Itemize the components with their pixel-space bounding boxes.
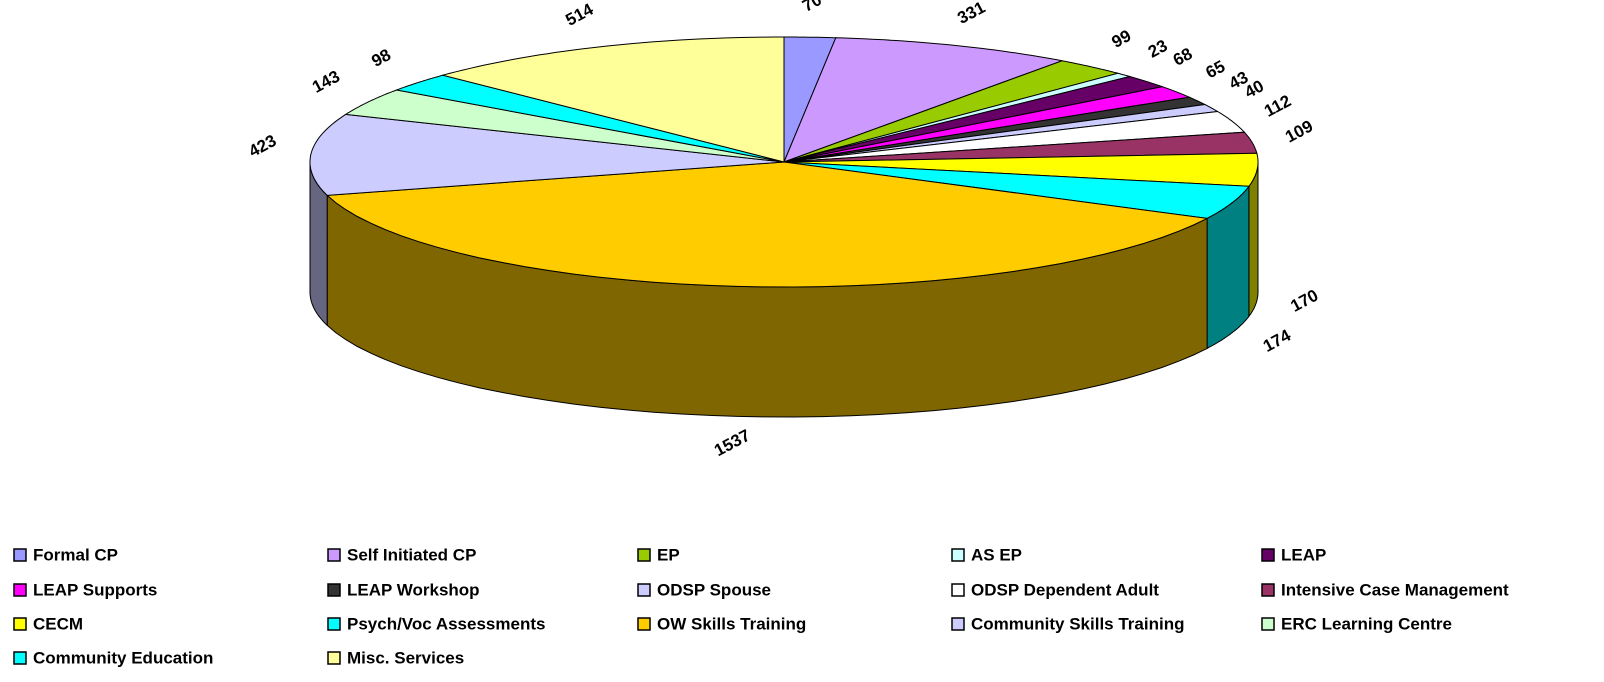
slice [783, 72, 1132, 163]
legend-swatch [13, 651, 27, 665]
legend-item: Self Initiated CP [327, 545, 476, 564]
slice [783, 96, 1207, 163]
data-label: 109 [1282, 116, 1316, 146]
legend-label: ODSP Spouse [657, 580, 771, 599]
slice [783, 131, 1258, 163]
slice [344, 89, 785, 163]
legend-label: AS EP [971, 545, 1022, 564]
slice [309, 113, 785, 196]
data-label: 331 [954, 0, 988, 28]
legend-label: EP [657, 545, 680, 564]
legend-swatch [327, 583, 341, 597]
data-label: 423 [246, 131, 280, 161]
legend-swatch [951, 548, 965, 562]
slice [783, 161, 1250, 219]
slice [783, 152, 1259, 187]
legend-swatch [1261, 548, 1275, 562]
slice [783, 60, 1120, 163]
data-label: 98 [368, 45, 394, 71]
slice [783, 103, 1218, 163]
legend-label: LEAP Workshop [347, 580, 480, 599]
legend-item: LEAP Supports [13, 580, 157, 599]
legend-label: Psych/Voc Assessments [347, 614, 545, 633]
data-label: 99 [1109, 26, 1135, 52]
data-label: 143 [309, 67, 343, 97]
legend-swatch [637, 617, 651, 631]
legend-swatch [13, 548, 27, 562]
legend-swatch [13, 617, 27, 631]
slice [326, 161, 1209, 288]
legend-label: Community Skills Training [971, 614, 1184, 633]
legend-swatch [13, 583, 27, 597]
legend-item: Intensive Case Management [1261, 580, 1509, 599]
legend-item: Misc. Services [327, 648, 464, 667]
legend-swatch [327, 617, 341, 631]
tops [309, 36, 1259, 288]
legend-swatch [1261, 617, 1275, 631]
legend-item: Formal CP [13, 545, 118, 564]
data-label: 514 [562, 0, 596, 30]
slice [783, 75, 1164, 163]
legend-item: LEAP Workshop [327, 580, 480, 599]
data-label: 174 [1260, 326, 1294, 356]
legend-item: LEAP [1261, 545, 1326, 564]
legend-item: OW Skills Training [637, 614, 806, 633]
data-label: 68 [1170, 44, 1196, 70]
legend-swatch [951, 617, 965, 631]
legend-swatch [327, 651, 341, 665]
data-label: 65 [1203, 57, 1229, 83]
slice [394, 74, 785, 163]
data-label: 70 [799, 0, 825, 16]
legend-label: Self Initiated CP [347, 545, 476, 564]
legend-item: Community Education [13, 648, 213, 667]
legend-item: AS EP [951, 545, 1022, 564]
legend-label: Intensive Case Management [1281, 580, 1509, 599]
legend-label: ERC Learning Centre [1281, 614, 1452, 633]
legend-item: ODSP Dependent Adult [951, 580, 1159, 599]
legend-label: OW Skills Training [657, 614, 806, 633]
sides [309, 162, 1259, 418]
legend-item: EP [637, 545, 680, 564]
legend-label: Formal CP [33, 545, 118, 564]
legend-item: ERC Learning Centre [1261, 614, 1452, 633]
legend-label: ODSP Dependent Adult [971, 580, 1159, 599]
legend-swatch [637, 548, 651, 562]
legend-item: CECM [13, 614, 83, 633]
legend-swatch [951, 583, 965, 597]
legend-label: LEAP Supports [33, 580, 157, 599]
legend-label: LEAP [1281, 545, 1326, 564]
legend-swatch [637, 583, 651, 597]
legend-label: Community Education [33, 648, 213, 667]
legend-item: Community Skills Training [951, 614, 1184, 633]
data-label: 112 [1261, 91, 1294, 121]
legend-item: Psych/Voc Assessments [327, 614, 545, 633]
data-label: 23 [1145, 36, 1171, 62]
data-label: 170 [1287, 286, 1321, 316]
slice [783, 110, 1246, 163]
slice [440, 36, 785, 163]
legend-swatch [327, 548, 341, 562]
slice [783, 37, 1064, 163]
legend-swatch [1261, 583, 1275, 597]
legend-label: Misc. Services [347, 648, 464, 667]
data-label: 1537 [711, 426, 753, 461]
legend-label: CECM [33, 614, 83, 633]
legend-item: ODSP Spouse [637, 580, 771, 599]
slice [783, 86, 1192, 163]
